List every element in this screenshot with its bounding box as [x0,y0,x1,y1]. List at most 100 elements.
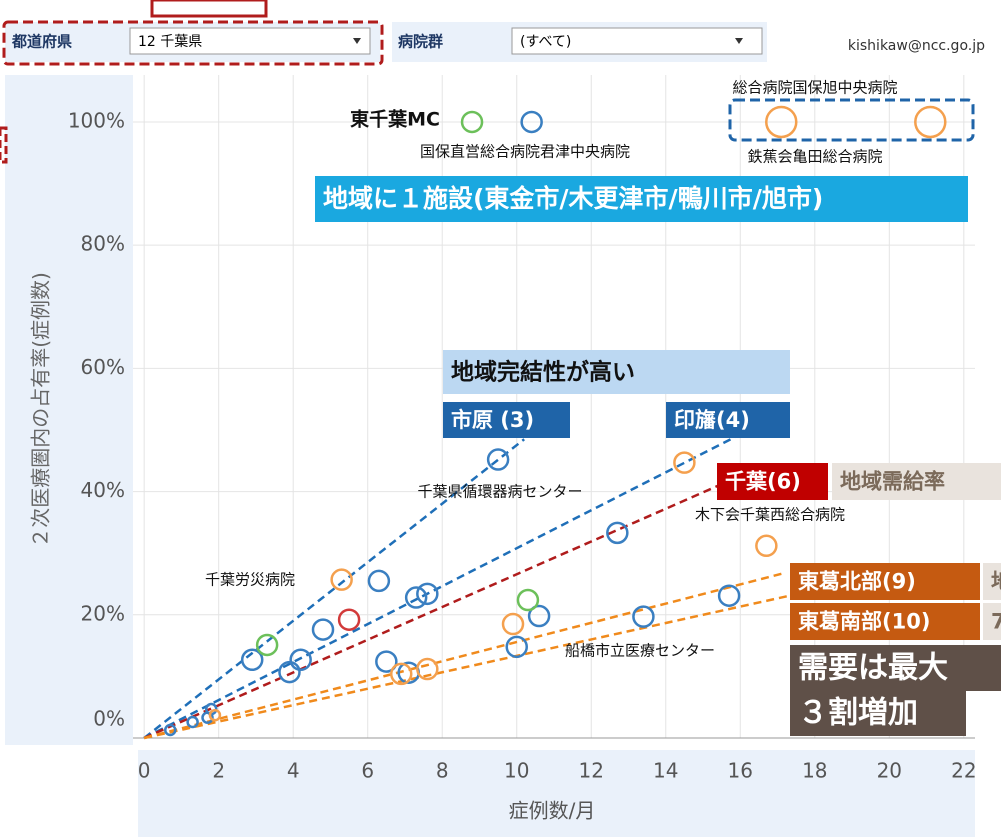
callout-box [443,350,790,394]
callout-box [832,463,1001,500]
point [201,711,214,724]
point [673,451,696,474]
annotation: 鉄蕉会亀田総合病院 [747,148,882,166]
point [505,635,528,659]
highlight [0,126,8,164]
annotation: 総合病院国保旭中央病院 [732,79,897,97]
callout-text: 地域完結性が高い [451,359,635,386]
x-tick-label: 18 [802,759,827,783]
y-tick-label: 40% [81,478,125,502]
point [404,586,428,609]
point [914,105,947,139]
filter-label: 病院群 [398,33,443,51]
highlight [150,0,268,18]
annotation: 千葉県循環器病センター [417,483,582,501]
filter-label: 都道府県 [11,33,72,51]
point [311,618,335,641]
point [765,105,798,139]
y-tick-label: 0% [93,707,125,731]
point [632,605,655,628]
x-tick-label: 4 [287,759,300,783]
select-value[interactable]: 12 千葉県 [138,34,202,50]
callout-text: 需要は最大 [798,651,948,686]
annotation: 国保直営総合病院君津中央病院 [420,143,630,161]
point [367,569,391,593]
point [606,521,629,545]
callout-box [443,402,570,438]
point [330,568,353,591]
callout-text: ３割増加 [798,696,918,731]
annotation: 東千葉MC [350,108,440,131]
x-tick-label: 14 [653,759,678,783]
highlight [2,20,384,66]
callout-box [790,645,1001,691]
point [486,448,510,471]
x-tick-label: 8 [436,759,449,783]
x-axis-label: 症例数/月 [509,799,596,823]
callout-box [790,690,966,736]
callout-text: 印旛(4) [674,408,750,432]
callout-text: 東葛南部(10) [798,610,930,634]
annotation: 千葉労災病院 [205,571,295,589]
point [520,110,543,134]
point [516,588,540,612]
y-tick-label: 100% [68,108,125,132]
point [255,633,279,657]
callout-box [717,463,828,500]
select[interactable] [129,27,371,55]
select-value[interactable]: (すべて) [520,34,571,50]
point [389,662,413,686]
callout-text: 地 [991,570,1001,594]
point [375,650,398,673]
x-tick-label: 2 [212,759,225,783]
x-tick-label: 16 [728,759,753,783]
x-tick-label: 20 [877,759,902,783]
callout-text: 千葉(6) [725,470,801,494]
trend-line [143,571,786,740]
callout-box [983,563,1001,600]
x-axis-area [138,750,975,837]
x-tick-label: 6 [361,759,374,783]
point [501,612,525,636]
callout-box [315,176,968,222]
annotation: 木下会千葉西総合病院 [695,506,845,524]
point [755,534,778,558]
y-axis-label: ２次医療圏内の占有率(症例数) [29,272,53,548]
highlight [728,98,975,142]
y-tick-label: 60% [81,355,125,379]
callout-box [790,603,980,640]
y-axis-area [5,75,133,745]
point [164,723,177,737]
callout-text: 7 [991,610,1001,634]
y-tick-label: 20% [81,601,125,625]
y-tick-label: 80% [81,232,125,256]
callout-box [666,402,790,438]
point [460,110,484,134]
point [416,582,439,606]
point [717,584,741,607]
trend-line [143,438,525,739]
callout-box [983,603,1001,640]
dropdown-arrow [353,38,361,44]
x-tick-label: 0 [138,759,151,783]
dropdown-arrow [735,38,743,44]
trend-line [143,478,734,740]
point [208,708,222,722]
callout-text: 市原 (3) [451,408,534,432]
callout-box [790,563,980,600]
callout-text: 東葛北部(9) [798,570,916,594]
point [337,608,361,631]
point [278,660,301,684]
trend-line [143,431,745,740]
x-tick-label: 12 [579,759,604,783]
annotation: 船橋市立医療センター [565,642,715,660]
select[interactable] [511,27,763,55]
point [240,648,264,672]
x-tick-label: 22 [951,759,976,783]
point [186,715,199,729]
x-tick-label: 10 [504,759,529,783]
point [416,657,439,681]
callout-text: 地域に１施設(東金市/木更津市/鴨川市/旭市) [323,184,823,213]
